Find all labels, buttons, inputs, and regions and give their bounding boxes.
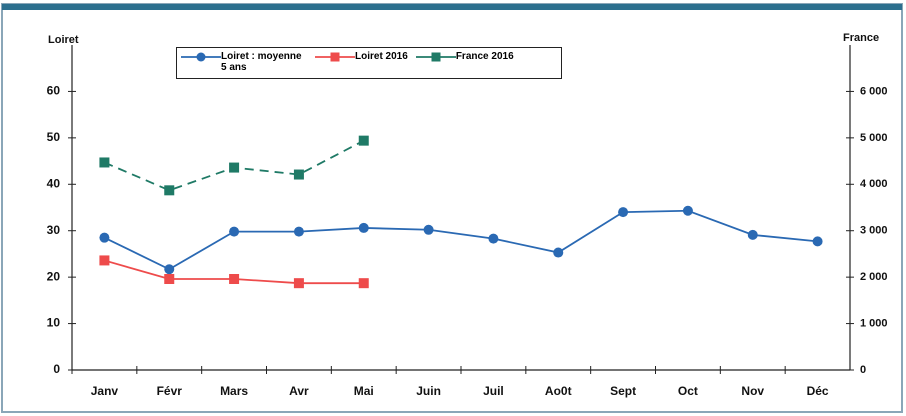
x-tick-label: Ao0t bbox=[545, 384, 572, 398]
point bbox=[293, 169, 304, 180]
point bbox=[488, 233, 499, 244]
point bbox=[99, 157, 110, 168]
legend-item: France 2016 bbox=[412, 48, 518, 78]
point bbox=[423, 224, 434, 235]
y-tick-label: 60 bbox=[47, 84, 61, 98]
point bbox=[164, 185, 175, 196]
point bbox=[358, 135, 369, 146]
point bbox=[229, 162, 240, 173]
legend-label: Loiret : moyenne 5 ans bbox=[221, 51, 302, 73]
x-tick-label: Nov bbox=[741, 384, 764, 398]
x-tick-label: Avr bbox=[289, 384, 309, 398]
x-tick-label: Juil bbox=[483, 384, 504, 398]
legend: Loiret : moyenne 5 ans Loiret 2016 France … bbox=[176, 47, 562, 79]
y2-tick-label: 3 000 bbox=[860, 225, 888, 237]
x-tick-label: Oct bbox=[678, 384, 698, 398]
point bbox=[553, 247, 564, 258]
y2-tick-label: 2 000 bbox=[860, 271, 888, 283]
legend-swatch bbox=[415, 52, 456, 62]
x-tick-label: Sept bbox=[610, 384, 636, 398]
legend-item: Loiret : moyenne 5 ans bbox=[177, 48, 311, 78]
y2-tick-label: 0 bbox=[860, 364, 866, 376]
point bbox=[358, 278, 369, 289]
x-tick-label: Juin bbox=[416, 384, 441, 398]
point bbox=[747, 229, 758, 240]
y2-tick-label: 4 000 bbox=[860, 178, 888, 190]
y-tick-label: 40 bbox=[47, 176, 61, 190]
legend-swatch bbox=[181, 52, 221, 62]
y2-tick-label: 1 000 bbox=[860, 317, 888, 329]
point bbox=[229, 226, 240, 237]
point bbox=[812, 236, 823, 247]
point bbox=[164, 264, 175, 275]
y2-axis-title: France bbox=[843, 32, 879, 44]
point bbox=[431, 52, 441, 62]
legend-label: France 2016 bbox=[455, 51, 514, 62]
point bbox=[618, 207, 629, 218]
point bbox=[330, 52, 340, 62]
y-tick-label: 30 bbox=[47, 223, 61, 237]
point bbox=[164, 274, 175, 284]
point bbox=[293, 278, 304, 289]
frame-top bbox=[2, 4, 902, 10]
point bbox=[196, 52, 206, 62]
point bbox=[293, 226, 304, 237]
legend-label: Loiret 2016 bbox=[355, 51, 408, 62]
y-tick-label: 20 bbox=[47, 269, 61, 283]
point bbox=[229, 274, 240, 284]
point bbox=[99, 232, 110, 243]
y2-tick-label: 5 000 bbox=[860, 132, 888, 144]
x-tick-label: Mars bbox=[220, 384, 248, 398]
point bbox=[682, 205, 693, 216]
point bbox=[99, 255, 110, 266]
x-tick-label: Févr bbox=[157, 384, 183, 398]
legend-item: Loiret 2016 bbox=[311, 48, 412, 78]
series-line bbox=[104, 209, 818, 271]
point bbox=[358, 222, 369, 233]
y-axis-title: Loiret bbox=[48, 34, 79, 46]
y-tick-label: 0 bbox=[53, 362, 60, 376]
y2-tick-label: 6 000 bbox=[860, 85, 888, 97]
y-tick-label: 10 bbox=[47, 316, 61, 330]
x-tick-label: Déc bbox=[807, 384, 829, 398]
x-tick-label: Mai bbox=[354, 384, 374, 398]
y-tick-label: 50 bbox=[47, 130, 61, 144]
x-tick-label: Janv bbox=[91, 384, 119, 398]
legend-swatch bbox=[315, 52, 355, 62]
